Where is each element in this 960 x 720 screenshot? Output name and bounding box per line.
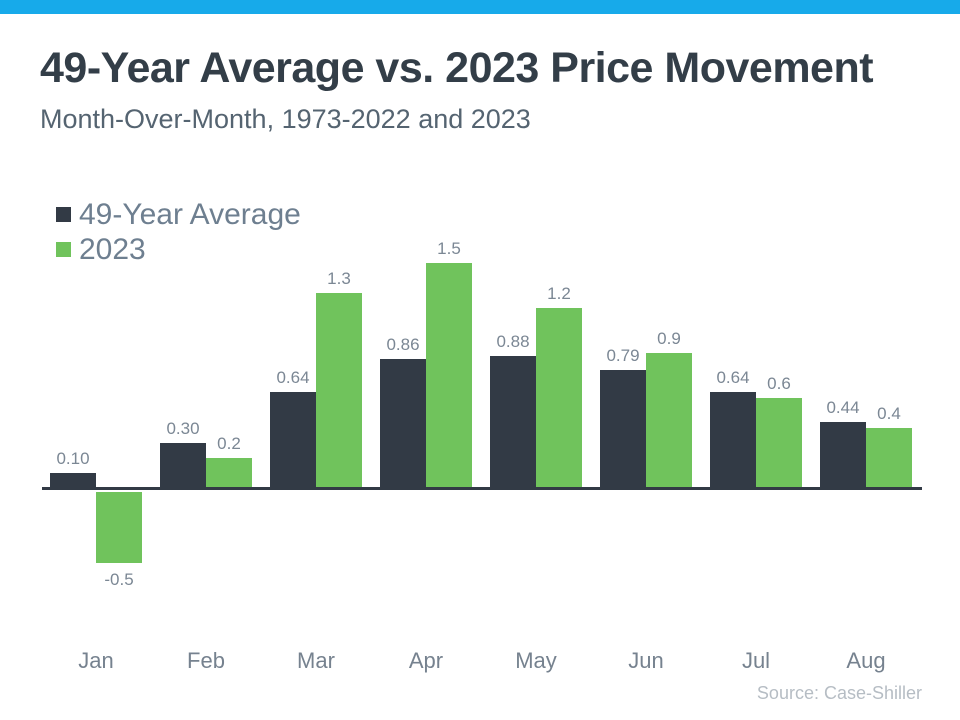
bar-value-label-mar-y2023: 1.3 xyxy=(327,269,351,288)
x-axis-line xyxy=(42,487,922,490)
bar-value-label-mar-avg: 0.64 xyxy=(276,368,310,387)
page-title: 49-Year Average vs. 2023 Price Movement xyxy=(40,44,874,92)
chart-legend: 49-Year Average 2023 xyxy=(56,197,301,267)
x-axis-label-jan: Jan xyxy=(78,648,114,673)
source-caption: Source: Case-Shiller xyxy=(756,683,922,703)
bar-value-label-aug-y2023: 0.4 xyxy=(877,404,901,423)
x-axis-label-jul: Jul xyxy=(741,648,771,673)
bar-may-y2023 xyxy=(536,308,582,488)
x-axis-label-may: May xyxy=(515,648,557,673)
bar-mar-y2023 xyxy=(316,293,362,488)
bar-value-label-apr-avg: 0.86 xyxy=(386,335,420,354)
bar-value-label-apr-y2023: 1.5 xyxy=(437,239,461,258)
bar-value-label-jun-avg: 0.79 xyxy=(606,345,640,365)
bar-jun-y2023 xyxy=(646,353,692,488)
bar-jun-avg xyxy=(600,369,646,488)
bar-value-label-may-y2023: 1.2 xyxy=(547,284,571,303)
page-subtitle: Month-Over-Month, 1973-2022 and 2023 xyxy=(40,104,531,134)
bar-aug-avg xyxy=(820,422,866,488)
bar-aug-y2023 xyxy=(866,428,912,488)
bar-jul-avg xyxy=(710,392,756,488)
bar-value-label-jul-y2023: 0.6 xyxy=(767,374,791,393)
bar-apr-avg xyxy=(380,359,426,488)
legend-label-49-year-average: 49-Year Average xyxy=(79,197,301,231)
legend-item-2023: 2023 xyxy=(56,232,301,267)
bar-jul-y2023 xyxy=(756,398,802,488)
bar-value-label-jul-avg: 0.64 xyxy=(716,368,750,387)
x-axis-label-mar: Mar xyxy=(297,648,335,673)
x-axis-label-apr: Apr xyxy=(408,648,444,673)
top-accent-bar xyxy=(0,0,960,14)
bar-may-avg xyxy=(490,356,536,488)
x-axis-label-jun: Jun xyxy=(628,648,664,673)
legend-item-49-year-average: 49-Year Average xyxy=(56,197,301,232)
bar-value-label-feb-y2023: 0.2 xyxy=(217,434,241,453)
x-axis-label-aug: Aug xyxy=(846,648,886,673)
bar-value-label-jan-avg: 0.10 xyxy=(56,449,90,468)
bar-feb-avg xyxy=(160,443,206,488)
bar-value-label-may-avg: 0.88 xyxy=(496,332,530,351)
bar-value-label-aug-avg: 0.44 xyxy=(826,398,860,417)
legend-swatch-49-year-average xyxy=(56,207,71,222)
legend-label-2023: 2023 xyxy=(79,232,146,266)
bar-feb-y2023 xyxy=(206,458,252,488)
bar-value-label-feb-avg: 0.30 xyxy=(166,419,200,438)
bar-jan-y2023 xyxy=(96,492,142,563)
bar-value-label-jan-y2023: -0.5 xyxy=(104,570,134,589)
x-axis-label-feb: Feb xyxy=(187,648,225,673)
bar-jan-avg xyxy=(50,473,96,488)
bar-value-label-jun-y2023: 0.9 xyxy=(657,329,681,348)
bar-apr-y2023 xyxy=(426,263,472,488)
bar-mar-avg xyxy=(270,392,316,488)
legend-swatch-2023 xyxy=(56,242,71,257)
